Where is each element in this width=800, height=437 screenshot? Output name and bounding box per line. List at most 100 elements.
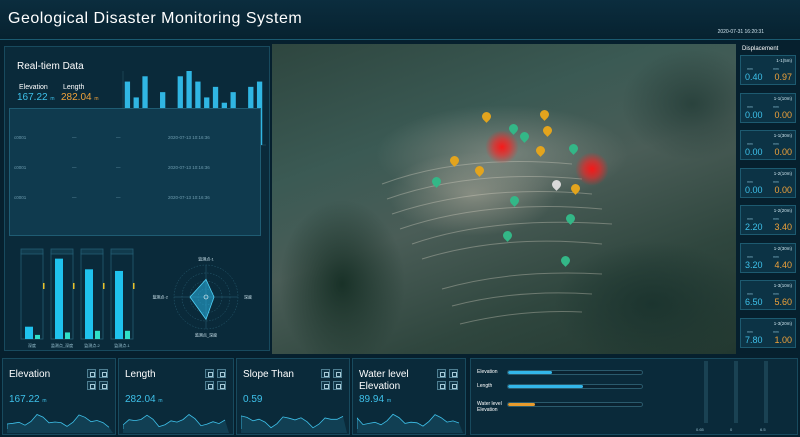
displacement-value: 0.00 — [745, 184, 763, 195]
gauge-scale — [704, 361, 768, 423]
row-col-b: — — [116, 135, 121, 140]
displacement-value-alt: 1.00 — [774, 334, 792, 345]
displacement-card[interactable]: 1-3(20m) mm mm 7.80 1.00 — [740, 317, 796, 348]
water-card-title: Water level Elevation — [359, 369, 409, 392]
bar-marker — [133, 283, 135, 289]
realtime-title: Real-tiem Data — [17, 61, 84, 72]
progress-label: Elevation — [477, 369, 498, 375]
bar — [25, 326, 33, 339]
sensor-name: 1-2(30m) — [773, 245, 792, 251]
table-row[interactable]: c0001 — — 2020-07-13 10:16:36 — [10, 183, 260, 213]
radar-center — [203, 294, 209, 300]
row-col-a: — — [72, 165, 77, 170]
bar-label: 深度 — [28, 342, 36, 348]
card-toggle-button[interactable] — [437, 369, 446, 378]
unit-label: mm — [773, 67, 779, 71]
displacement-value: 7.80 — [745, 334, 763, 345]
card-toggle-button[interactable] — [217, 381, 226, 390]
bar-cap — [20, 248, 44, 255]
card-toggle-button[interactable] — [99, 381, 108, 390]
length-card-value: 282.04 m — [125, 394, 163, 405]
unit-label: mm — [773, 104, 779, 109]
unit-label: mm — [747, 104, 753, 109]
card-toggle-button[interactable] — [333, 369, 342, 378]
card-toggle-button[interactable] — [449, 369, 458, 378]
satellite-map[interactable] — [272, 44, 736, 354]
unit-label: mm — [773, 292, 779, 296]
unit-label: mm — [773, 142, 779, 146]
length-card-title: Length — [125, 369, 156, 380]
unit-label: mm — [747, 329, 753, 334]
sensor-name: 1-1(5m) — [776, 58, 792, 63]
card-toggle-button[interactable] — [437, 381, 446, 390]
table-row[interactable]: c0001 — — 2020-07-13 10:16:36 — [10, 153, 260, 183]
unit-label: mm — [773, 329, 779, 334]
bar-frame — [20, 252, 44, 340]
elevation-card-value: 167.22 m — [9, 394, 47, 405]
realtime-panel: Real-tiem Data Elevation 167.22 m Length… — [4, 46, 270, 351]
card-toggle-button[interactable] — [87, 369, 96, 378]
displacement-card[interactable]: 1-3(10m) mm mm 6.50 5.60 — [740, 280, 796, 310]
length-label: Length — [63, 84, 85, 91]
radar-label: 深度 — [244, 294, 252, 300]
displacement-card[interactable]: 1-1(30m) mm mm 0.00 0.00 — [740, 130, 796, 160]
card-toggle-button[interactable] — [87, 381, 96, 390]
sparkline — [123, 413, 229, 433]
card-toggle-button[interactable] — [217, 369, 226, 378]
water-card: Water level Elevation 89.94 m — [352, 358, 466, 435]
displacement-card[interactable]: 1-1(10m) mm mm 0.00 0.00 — [740, 92, 796, 123]
card-toggle-button[interactable] — [205, 369, 214, 378]
progress-fill — [508, 403, 535, 406]
table-row[interactable]: c0001 — — 2020-07-13 10:16:36 — [10, 123, 260, 153]
record-table: c0001 — — 2020-07-13 10:16:36 c0001 — — 2020-07… — [9, 108, 261, 236]
bar — [115, 270, 123, 339]
displacement-value-alt: 5.60 — [774, 297, 792, 307]
card-toggle-button[interactable] — [205, 381, 214, 390]
displacement-value: 0.40 — [745, 72, 763, 82]
sparkline — [7, 414, 113, 433]
unit-label: mm — [747, 292, 753, 296]
row-id: c0001 — [14, 195, 27, 200]
radar-label: 监测点-1 — [198, 256, 214, 262]
bar-side — [65, 332, 70, 339]
row-col-a: — — [72, 135, 77, 140]
length-card: Length 282.04 m — [118, 358, 234, 435]
bar-label: 监测点-2 — [84, 342, 100, 348]
card-toggle-button[interactable] — [99, 369, 108, 378]
sensor-name: 1-2(10m) — [773, 170, 792, 176]
displacement-card[interactable]: 1-2(20m) mm mm 2.20 3.40 — [740, 205, 796, 235]
elevation-card-title: Elevation — [9, 369, 51, 380]
unit-label: mm — [747, 217, 753, 221]
bar-marker — [73, 283, 75, 289]
water-card-value: 89.94 m — [359, 394, 391, 405]
elevation-label: Elevation — [19, 84, 48, 91]
progress-label: Water level Elevation — [477, 401, 502, 413]
unit-label: mm — [747, 142, 753, 146]
bar-cap — [80, 248, 104, 255]
displacement-value-alt: 4.40 — [774, 259, 792, 270]
displacement-title: Displacement — [742, 46, 779, 52]
card-toggle-button[interactable] — [321, 369, 330, 378]
unit-label: mm — [773, 217, 779, 221]
displacement-card[interactable]: 1-2(10m) mm mm 0.00 0.00 — [740, 167, 796, 198]
row-time: 2020-07-13 10:16:36 — [168, 165, 210, 170]
slope-card-value: 0.59 — [243, 394, 263, 405]
radar-label: 监测点-2 — [152, 294, 168, 300]
displacement-value-alt: 0.00 — [774, 184, 792, 195]
card-toggle-button[interactable] — [333, 381, 342, 390]
progress-label: Length — [477, 383, 493, 389]
bar — [55, 258, 63, 339]
card-toggle-button[interactable] — [321, 381, 330, 390]
displacement-card[interactable]: 1-1(5m) mm mm 0.40 0.97 — [740, 55, 796, 85]
scale-label: 0 — [730, 427, 733, 432]
displacement-card[interactable]: 1-2(30m) mm mm 3.20 4.40 — [740, 242, 796, 273]
alarm-hotspot[interactable] — [485, 130, 519, 164]
card-toggle-button[interactable] — [449, 381, 458, 390]
alarm-hotspot[interactable] — [575, 152, 609, 186]
app-title: Geological Disaster Monitoring System — [8, 10, 303, 27]
bar-side — [95, 330, 100, 339]
bar-label: 监测点_深度 — [51, 342, 73, 348]
unit-label: mm — [747, 254, 753, 259]
displacement-value: 3.20 — [745, 259, 763, 270]
progress-track — [507, 402, 643, 407]
